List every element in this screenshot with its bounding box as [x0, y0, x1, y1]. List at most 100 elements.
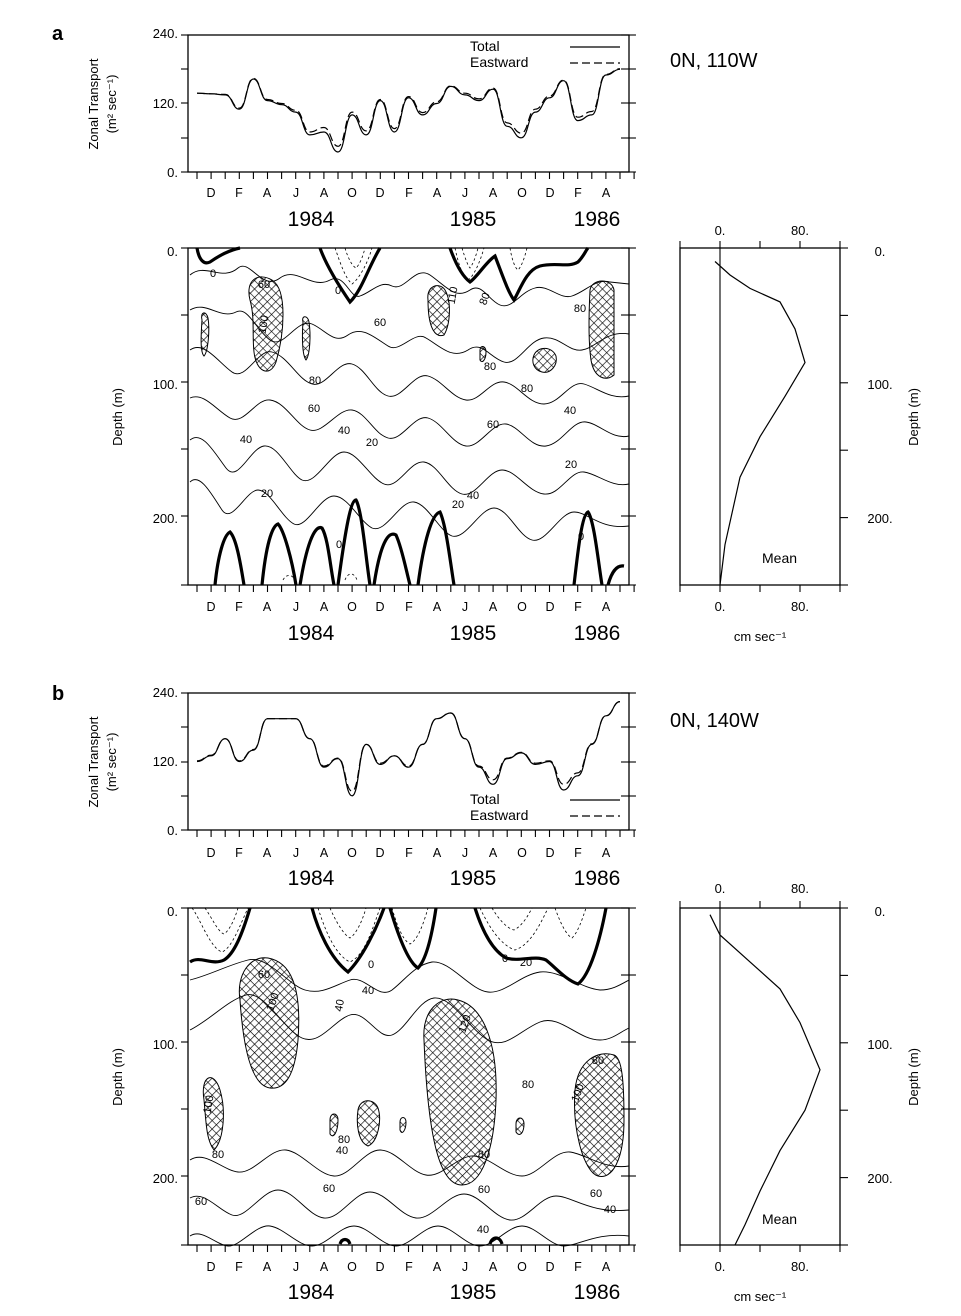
hatched-core: [301, 316, 311, 361]
westward-contour: [344, 573, 358, 581]
transport-series: [196, 701, 621, 797]
legend: Total Eastward: [470, 791, 620, 823]
zero-contour: [310, 907, 386, 975]
hatched-core: [248, 276, 284, 372]
xtick-label: 0.: [715, 881, 726, 896]
depth-tick-label: 0.: [167, 904, 178, 919]
ytick-label: 240.: [153, 685, 178, 700]
transport-chart: 240. 120. 0. Zonal Transport (m² sec⁻¹) …: [86, 26, 636, 231]
month-label: F: [405, 186, 413, 200]
mean-tick-marks: [679, 241, 848, 592]
contour-label: 60: [258, 279, 270, 291]
velocity-contours: [189, 246, 630, 586]
depth-tick-label: 200.: [867, 1171, 892, 1186]
ytick-label: 0.: [167, 823, 178, 838]
contour-line: [189, 306, 630, 363]
month-label: D: [375, 846, 384, 860]
contour-label: 0: [336, 539, 342, 551]
mean-frame: [679, 907, 841, 1246]
contour-label: 60: [590, 1188, 602, 1200]
month-label: D: [375, 600, 384, 614]
month-label: A: [263, 600, 272, 614]
legend-total-label: Total: [470, 791, 500, 807]
contour-label: 20: [261, 488, 273, 500]
month-label: O: [517, 600, 527, 614]
hatched-core: [532, 347, 557, 373]
contour-label: 100: [264, 991, 282, 1012]
westward-contour: [454, 247, 485, 281]
series-eastward-line: [196, 701, 621, 792]
contour-label: 20: [452, 499, 464, 511]
contour-label: 100: [202, 1094, 217, 1114]
month-label: A: [433, 1260, 442, 1274]
westward-contour: [282, 575, 296, 581]
legend-total-label: Total: [470, 38, 500, 54]
contour-label: 40: [604, 1204, 616, 1216]
ytick-label: 0.: [167, 165, 178, 180]
transport-frame: [187, 692, 630, 831]
contour-label: 80: [521, 383, 533, 395]
westward-contour: [461, 247, 479, 269]
month-label: D: [206, 846, 215, 860]
depth-tick-label: 0.: [875, 904, 886, 919]
month-label: O: [517, 186, 527, 200]
contour-label: 80: [574, 303, 586, 315]
month-label: D: [545, 600, 554, 614]
year-label: 1985: [450, 1281, 497, 1304]
mean-tick-marks: [679, 901, 848, 1252]
panel-b: b 0N, 140W 240. 120. 0. Zonal Transport …: [52, 683, 921, 1304]
contour-label: 60: [487, 419, 499, 431]
month-label: O: [347, 1260, 357, 1274]
time-axis: D F A J A O D F A J A O D F A 1984 1985 …: [206, 600, 620, 645]
hatched-core: [202, 1077, 224, 1151]
zero-contour: [189, 907, 252, 964]
hatched-core: [238, 957, 300, 1089]
transport-series: [196, 68, 621, 153]
month-label: A: [602, 846, 611, 860]
zero-contour: [372, 532, 412, 586]
y-axis-label: Depth (m): [906, 388, 921, 446]
section-tick-marks: [181, 247, 636, 592]
zero-contour: [572, 510, 604, 586]
legend-eastward-label: Eastward: [470, 807, 528, 823]
contour-label: 40: [467, 490, 479, 502]
contour-label: 60: [323, 1183, 335, 1195]
month-label: A: [489, 846, 498, 860]
depth-tick-label: 0.: [875, 244, 886, 259]
transport-tick-marks: [181, 692, 636, 837]
contour-label: 40: [338, 425, 350, 437]
section-tick-marks: [181, 907, 636, 1252]
contour-labels: 0 0 0 0 20 20 20 20 40 40 40 40 60 60 60…: [210, 268, 586, 551]
depth-tick-label: 100.: [153, 377, 178, 392]
contour-label: 20: [565, 459, 577, 471]
westward-contour: [554, 907, 587, 939]
westward-contour: [491, 907, 533, 931]
month-label: F: [235, 1260, 243, 1274]
y-axis-label: Zonal Transport: [86, 58, 101, 149]
year-label: 1985: [450, 208, 497, 231]
depth-tick-label: 200.: [153, 511, 178, 526]
xtick-label: 0.: [715, 223, 726, 238]
y-axis-units: (m² sec⁻¹): [104, 733, 119, 792]
x-axis-label: cm sec⁻¹: [734, 1289, 787, 1304]
mean-profile: 0. 80. 0. 80. cm sec⁻¹ 0. 100. 200. Dept…: [679, 881, 921, 1304]
contour-label: 100: [569, 1082, 587, 1103]
contour-label: 120: [456, 1013, 474, 1034]
contour-label: 80: [522, 1079, 534, 1091]
series-total-line: [196, 68, 621, 153]
zero-contour: [606, 564, 625, 586]
month-label: J: [293, 186, 299, 200]
month-label: J: [293, 1260, 299, 1274]
month-label: D: [206, 600, 215, 614]
contour-label: 100: [257, 314, 272, 334]
hatched-core: [399, 1117, 407, 1133]
month-label: A: [602, 1260, 611, 1274]
contour-line: [189, 479, 630, 541]
contour-line: [189, 437, 630, 495]
contour-label: 40: [362, 985, 374, 997]
month-label: O: [347, 846, 357, 860]
contour-label: 40: [564, 405, 576, 417]
hatched-core: [574, 1053, 625, 1177]
contour-label: 20: [366, 437, 378, 449]
month-label: O: [347, 600, 357, 614]
